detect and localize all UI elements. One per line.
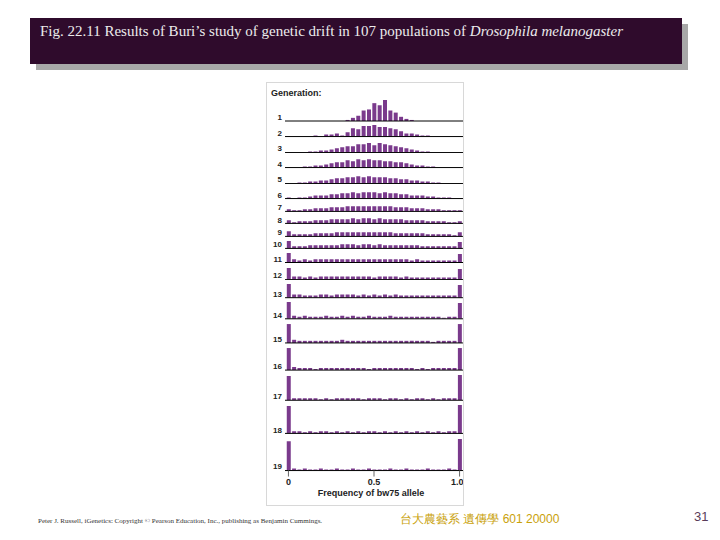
html-text:8: 8 — [277, 215, 282, 225]
html-text:台大農藝系 遺傳學 601 20000: 台大農藝系 遺傳學 601 20000 — [400, 512, 560, 526]
html-text:Generation:: Generation: — [271, 88, 322, 98]
html-text:15: 15 — [273, 334, 282, 344]
svg-text:1.0: 1.0 — [451, 476, 463, 486]
html-text:Peter J. Russell, iGenetics: C: Peter J. Russell, iGenetics: Copyright ©… — [38, 517, 323, 525]
svg-text:0.5: 0.5 — [368, 476, 381, 486]
html-text:10: 10 — [273, 240, 282, 250]
svg-text:0: 0 — [286, 476, 291, 486]
html-text:Frequency of bw75 allele: Frequency of bw75 allele — [317, 488, 425, 498]
html-text:31: 31 — [694, 509, 709, 524]
html-text:2: 2 — [277, 128, 282, 138]
html-text:Fig. 22.11 Results of Buri’s s: Fig. 22.11 Results of Buri’s study of ge… — [40, 23, 623, 39]
html-text:17: 17 — [273, 392, 282, 402]
html-text:1: 1 — [277, 113, 282, 122]
html-text:13: 13 — [273, 290, 282, 300]
html-text:4: 4 — [277, 159, 282, 169]
html-text:9: 9 — [277, 227, 282, 237]
html-text:18: 18 — [273, 425, 282, 435]
html-text:7: 7 — [277, 203, 282, 213]
html-text:14: 14 — [273, 310, 282, 320]
html-text:19: 19 — [273, 462, 282, 472]
html-text:6: 6 — [277, 190, 282, 200]
html-text:5: 5 — [277, 175, 282, 185]
html-text:11: 11 — [273, 254, 282, 264]
html-text:12: 12 — [273, 271, 282, 281]
html-text:3: 3 — [277, 144, 282, 154]
html-text:16: 16 — [273, 361, 282, 371]
